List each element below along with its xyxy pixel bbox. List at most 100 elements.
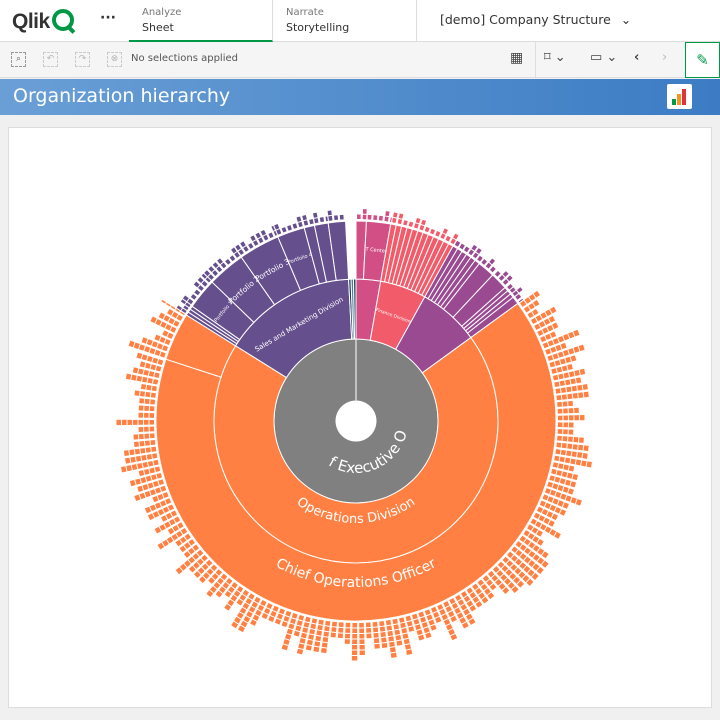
- leaf-node[interactable]: [523, 530, 530, 537]
- leaf-node[interactable]: [328, 215, 333, 221]
- leaf-node[interactable]: [557, 500, 564, 507]
- leaf-node[interactable]: [162, 492, 169, 499]
- leaf-node[interactable]: [136, 352, 143, 359]
- leaf-node[interactable]: [134, 494, 141, 502]
- leaf-node[interactable]: [380, 631, 386, 638]
- leaf-node[interactable]: [428, 619, 435, 626]
- leaf-node[interactable]: [540, 523, 547, 531]
- leaf-node[interactable]: [461, 622, 469, 629]
- leaf-node[interactable]: [306, 639, 313, 646]
- leaf-node[interactable]: [149, 467, 155, 474]
- leaf-node[interactable]: [281, 227, 287, 233]
- leaf-node[interactable]: [229, 255, 236, 262]
- leaf-node[interactable]: [551, 513, 558, 521]
- leaf-node[interactable]: [242, 602, 250, 610]
- leaf-node[interactable]: [453, 233, 459, 240]
- leaf-node[interactable]: [126, 465, 132, 472]
- leaf-node[interactable]: [365, 622, 371, 628]
- segment-child[interactable]: [155, 302, 557, 622]
- leaf-node[interactable]: [542, 494, 549, 501]
- leaf-node[interactable]: [188, 556, 196, 564]
- leaf-node[interactable]: [204, 270, 211, 277]
- leaf-node[interactable]: [216, 266, 223, 273]
- leaf-node[interactable]: [305, 645, 312, 651]
- leaf-node[interactable]: [274, 618, 282, 625]
- leaf-node[interactable]: [532, 536, 540, 543]
- leaf-node[interactable]: [145, 362, 151, 369]
- leaf-node[interactable]: [549, 529, 557, 536]
- leaf-node[interactable]: [243, 246, 249, 252]
- leaf-node[interactable]: [325, 216, 328, 222]
- leaf-node[interactable]: [381, 637, 387, 643]
- leaf-node[interactable]: [149, 348, 156, 355]
- leaf-node[interactable]: [475, 588, 482, 595]
- leaf-node[interactable]: [396, 640, 403, 646]
- leaf-node[interactable]: [506, 560, 514, 567]
- leaf-node[interactable]: [180, 536, 187, 544]
- leaf-node[interactable]: [165, 324, 172, 331]
- leaf-node[interactable]: [144, 412, 149, 418]
- leaf-node[interactable]: [549, 504, 556, 512]
- leaf-node[interactable]: [412, 613, 418, 620]
- leaf-node[interactable]: [337, 633, 343, 639]
- leaf-node[interactable]: [535, 521, 542, 528]
- leaf-node[interactable]: [527, 524, 534, 531]
- leaf-node[interactable]: [567, 443, 573, 450]
- leaf-node[interactable]: [193, 562, 200, 569]
- leaf-node[interactable]: [238, 625, 245, 633]
- leaf-node[interactable]: [215, 590, 223, 598]
- leaf-node[interactable]: [445, 606, 452, 613]
- leaf-node[interactable]: [510, 564, 518, 571]
- leaf-node[interactable]: [339, 214, 344, 220]
- leaf-node[interactable]: [554, 476, 561, 483]
- leaf-node[interactable]: [450, 238, 456, 245]
- leaf-node[interactable]: [559, 478, 566, 485]
- leaf-node[interactable]: [394, 629, 401, 635]
- leaf-node[interactable]: [464, 246, 470, 253]
- leaf-node[interactable]: [137, 485, 144, 492]
- leaf-node[interactable]: [345, 622, 351, 628]
- leaf-node[interactable]: [424, 226, 430, 233]
- leaf-node[interactable]: [281, 644, 289, 651]
- leaf-node[interactable]: [459, 243, 465, 250]
- leaf-node[interactable]: [151, 474, 157, 481]
- leaf-node[interactable]: [272, 605, 279, 612]
- leaf-node[interactable]: [547, 324, 554, 332]
- leaf-node[interactable]: [545, 309, 552, 317]
- leaf-node[interactable]: [366, 633, 372, 639]
- leaf-node[interactable]: [170, 305, 176, 310]
- leaf-node[interactable]: [167, 527, 175, 535]
- leaf-node[interactable]: [239, 607, 247, 614]
- leaf-node[interactable]: [362, 209, 367, 214]
- leaf-node[interactable]: [392, 217, 397, 223]
- leaf-node[interactable]: [190, 294, 197, 300]
- leaf-node[interactable]: [239, 594, 247, 601]
- leaf-node[interactable]: [504, 578, 511, 585]
- leaf-node[interactable]: [176, 530, 183, 538]
- leaf-node[interactable]: [558, 336, 565, 343]
- leaf-node[interactable]: [154, 334, 161, 341]
- leaf-node[interactable]: [560, 342, 567, 350]
- leaf-node[interactable]: [359, 633, 365, 639]
- leaf-node[interactable]: [558, 373, 564, 380]
- leaf-node[interactable]: [373, 627, 379, 633]
- leaf-node[interactable]: [550, 346, 557, 353]
- leaf-node[interactable]: [374, 643, 380, 649]
- leaf-node[interactable]: [424, 609, 431, 616]
- leaf-node[interactable]: [388, 636, 394, 642]
- leaf-node[interactable]: [201, 273, 207, 279]
- leaf-node[interactable]: [133, 434, 139, 440]
- chart-icon[interactable]: [667, 84, 692, 109]
- leaf-node[interactable]: [515, 541, 522, 548]
- leaf-node[interactable]: [285, 610, 292, 617]
- leaf-node[interactable]: [526, 578, 534, 586]
- leaf-node[interactable]: [511, 555, 518, 562]
- leaf-node[interactable]: [544, 526, 552, 534]
- leaf-node[interactable]: [165, 498, 172, 505]
- leaf-node[interactable]: [559, 456, 565, 463]
- leaf-node[interactable]: [351, 650, 358, 655]
- leaf-node[interactable]: [565, 479, 571, 486]
- leaf-node[interactable]: [551, 368, 557, 374]
- leaf-node[interactable]: [399, 617, 405, 623]
- leaf-node[interactable]: [181, 308, 187, 314]
